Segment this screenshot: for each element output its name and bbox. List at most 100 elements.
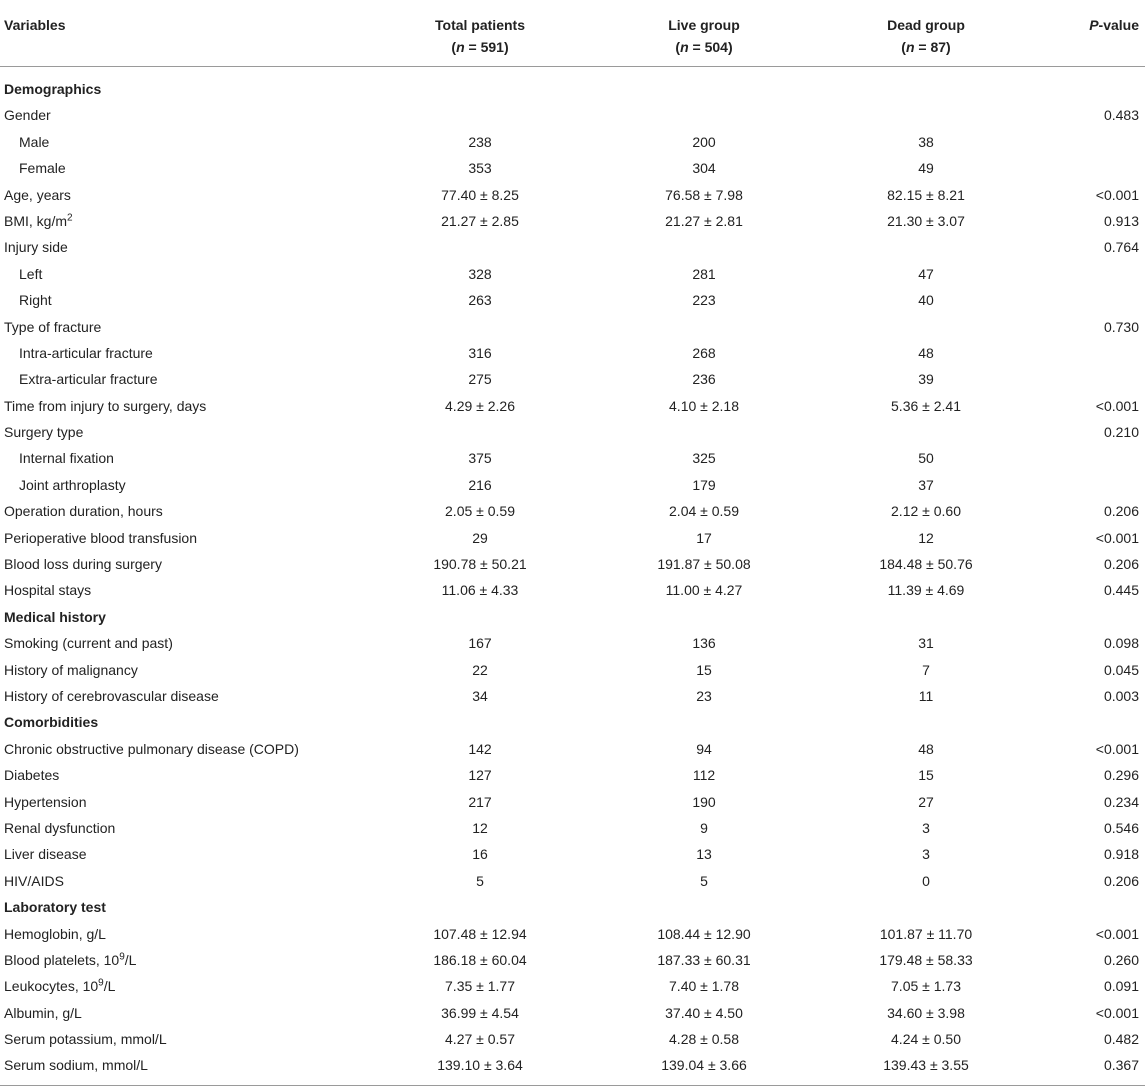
total-patients-cell: 11.06 ± 4.33 [441, 582, 519, 599]
header-dead-label: Dead group [887, 17, 965, 33]
table-row: Gender 0.483 [0, 102, 1145, 128]
dead-group-cell: 49 [918, 160, 934, 177]
live-group-cell: 13 [696, 846, 712, 863]
row-variable-label: BMI, kg/m2 [4, 212, 73, 229]
dead-group-cell: 3 [922, 846, 930, 863]
total-patients-cell: 216 [468, 476, 492, 493]
total-patients-cell: 275 [468, 371, 492, 388]
total-patients-cell: 22 [472, 661, 488, 678]
live-group-cell: 37.40 ± 4.50 [665, 1004, 743, 1021]
table-row: Hypertension 217 190 27 0.234 [0, 789, 1145, 815]
live-group-cell: 139.04 ± 3.66 [661, 1057, 747, 1074]
dead-group-cell: 37 [918, 476, 934, 493]
p-value-cell: 0.091 [1103, 978, 1139, 995]
live-group-cell: 4.28 ± 0.58 [669, 1031, 739, 1048]
dead-group-cell: 179.48 ± 58.33 [879, 951, 973, 968]
p-value-cell: 0.206 [1103, 556, 1139, 573]
live-group-cell: 23 [696, 687, 712, 704]
total-patients-cell: 77.40 ± 8.25 [441, 186, 519, 203]
total-patients-cell: 263 [468, 292, 492, 309]
bottom-rule [0, 1085, 1145, 1086]
row-variable-label: Age, years [4, 186, 71, 203]
dead-group-cell: 11.39 ± 4.69 [887, 582, 965, 599]
live-group-cell: 15 [696, 661, 712, 678]
total-patients-cell: 5 [476, 872, 484, 889]
live-group-cell: 94 [696, 740, 712, 757]
dead-group-cell: 0 [922, 872, 930, 889]
live-group-cell: 200 [692, 133, 716, 150]
table-row: Chronic obstructive pulmonary disease (C… [0, 736, 1145, 762]
section-header-row: Medical history [0, 604, 1145, 630]
p-value-cell: 0.098 [1103, 635, 1139, 652]
header-variables: Variables [4, 14, 66, 36]
table-row: Operation duration, hours 2.05 ± 0.59 2.04… [0, 498, 1145, 524]
live-group-cell: 268 [692, 344, 716, 361]
row-variable-label: Medical history [4, 608, 106, 625]
total-patients-cell: 375 [468, 450, 492, 467]
row-variable-label: Type of fracture [4, 318, 102, 335]
row-variable-label: Extra-articular fracture [19, 371, 158, 388]
header-live-group: Live group (n = 504) [604, 14, 804, 58]
live-group-cell: 223 [692, 292, 716, 309]
header-p-value: P-value [1089, 17, 1139, 33]
total-patients-cell: 16 [472, 846, 488, 863]
dead-group-cell: 50 [918, 450, 934, 467]
table-row: Serum sodium, mmol/L 139.10 ± 3.64 139.04 … [0, 1052, 1145, 1078]
dead-group-cell: 38 [918, 133, 934, 150]
dead-group-cell: 184.48 ± 50.76 [879, 556, 973, 573]
p-value-cell: 0.234 [1103, 793, 1139, 810]
total-patients-cell: 4.27 ± 0.57 [445, 1031, 515, 1048]
total-patients-cell: 167 [468, 635, 492, 652]
live-group-cell: 281 [692, 265, 716, 282]
row-variable-label: Operation duration, hours [4, 503, 163, 520]
row-variable-label: Gender [4, 107, 51, 124]
live-group-cell: 21.27 ± 2.81 [665, 212, 743, 229]
subcategory-row: Male 238 200 38 [0, 129, 1145, 155]
table-row: Albumin, g/L 36.99 ± 4.54 37.40 ± 4.50 34.6… [0, 1000, 1145, 1026]
row-variable-label: Smoking (current and past) [4, 635, 173, 652]
row-variable-label: Perioperative blood transfusion [4, 529, 198, 546]
table-row: Hemoglobin, g/L 107.48 ± 12.94 108.44 ± 12… [0, 921, 1145, 947]
p-value-cell: <0.001 [1095, 529, 1139, 546]
live-group-cell: 304 [692, 160, 716, 177]
row-variable-label: Albumin, g/L [4, 1004, 82, 1021]
dead-group-cell: 48 [918, 344, 934, 361]
table-row: Leukocytes, 109/L 7.35 ± 1.77 7.40 ± 1.78 7… [0, 973, 1145, 999]
table-row: BMI, kg/m2 21.27 ± 2.85 21.27 ± 2.81 21.30 … [0, 208, 1145, 234]
table-row: Smoking (current and past) 167 136 31 0.098 [0, 630, 1145, 656]
row-variable-label: Hemoglobin, g/L [4, 925, 106, 942]
total-patients-cell: 186.18 ± 60.04 [433, 951, 527, 968]
subcategory-row: Extra-articular fracture 275 236 39 [0, 366, 1145, 392]
live-group-cell: 325 [692, 450, 716, 467]
row-variable-label: Hypertension [4, 793, 87, 810]
live-group-cell: 190 [692, 793, 716, 810]
superscript: 9 [119, 951, 125, 963]
total-patients-cell: 21.27 ± 2.85 [441, 212, 519, 229]
row-variable-label: History of cerebrovascular disease [4, 687, 219, 704]
total-patients-cell: 29 [472, 529, 488, 546]
table-row: Renal dysfunction 12 9 3 0.546 [0, 815, 1145, 841]
live-group-cell: 7.40 ± 1.78 [669, 978, 739, 995]
p-value-cell: 0.045 [1103, 661, 1139, 678]
dead-group-cell: 2.12 ± 0.60 [891, 503, 961, 520]
row-variable-label: Injury side [4, 239, 68, 256]
dead-group-cell: 3 [922, 819, 930, 836]
p-value-cell: 0.913 [1103, 212, 1139, 229]
p-value-cell: 0.483 [1103, 107, 1139, 124]
row-variable-label: Joint arthroplasty [19, 476, 126, 493]
row-variable-label: Renal dysfunction [4, 819, 116, 836]
dead-group-cell: 47 [918, 265, 934, 282]
header-dead-group: Dead group (n = 87) [826, 14, 1026, 58]
p-value-cell: <0.001 [1095, 1004, 1139, 1021]
live-group-cell: 4.10 ± 2.18 [669, 397, 739, 414]
row-variable-label: Internal fixation [19, 450, 114, 467]
p-value-cell: 0.445 [1103, 582, 1139, 599]
total-patients-cell: 190.78 ± 50.21 [433, 556, 527, 573]
live-group-cell: 191.87 ± 50.08 [657, 556, 751, 573]
dead-group-cell: 82.15 ± 8.21 [887, 186, 965, 203]
total-patients-cell: 12 [472, 819, 488, 836]
row-variable-label: Serum potassium, mmol/L [4, 1031, 167, 1048]
dead-group-cell: 34.60 ± 3.98 [887, 1004, 965, 1021]
p-value-cell: 0.367 [1103, 1057, 1139, 1074]
p-value-cell: 0.003 [1103, 687, 1139, 704]
